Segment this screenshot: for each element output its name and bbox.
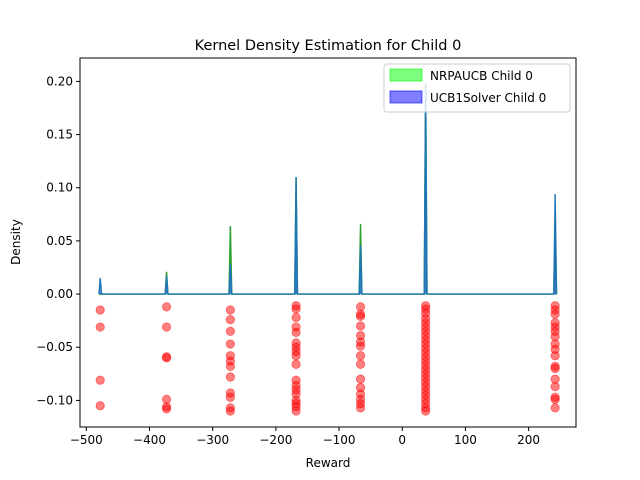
plot-area xyxy=(79,57,577,428)
y-tick-label: 0.15 xyxy=(46,128,73,142)
y-tick-label: 0.05 xyxy=(46,234,73,248)
scatter-point-25 xyxy=(291,312,301,323)
axes-frame xyxy=(79,57,577,428)
x-tick-label: −400 xyxy=(133,433,166,447)
density-line-1 xyxy=(98,83,558,295)
x-tick-label: 100 xyxy=(454,433,477,447)
scatter-point-97 xyxy=(550,394,560,404)
scatter-point-93 xyxy=(550,363,560,374)
scatter-points-layer xyxy=(95,301,560,416)
scatter-point-24 xyxy=(291,304,301,314)
y-axis-label: Density xyxy=(9,219,23,265)
scatter-point-2 xyxy=(95,375,105,385)
x-tick-label: 0 xyxy=(398,433,406,447)
legend-swatch-ucb1solver xyxy=(389,90,423,104)
y-axis-ticks: −0.10 −0.05 0.00 0.05 0.10 0.15 0.20 xyxy=(36,74,80,407)
scatter-point-17 xyxy=(225,361,235,371)
scatter-point-81 xyxy=(421,406,431,416)
scatter-point-50 xyxy=(355,374,366,384)
scatter-point-13 xyxy=(225,326,235,336)
scatter-point-47 xyxy=(355,341,366,351)
y-tick-label: −0.10 xyxy=(36,393,73,407)
legend-swatch-nrpaucb xyxy=(389,68,423,82)
y-tick-label: 0.10 xyxy=(46,181,73,195)
scatter-point-40 xyxy=(291,406,301,416)
scatter-point-0 xyxy=(95,305,105,315)
legend-frame xyxy=(383,63,571,113)
density-series-layer xyxy=(98,83,558,295)
scatter-point-1 xyxy=(95,322,105,332)
scatter-point-5 xyxy=(161,322,172,332)
x-axis-ticks: −500 −400 −300 −200 −100 0 100 200 xyxy=(70,427,540,447)
scatter-point-18 xyxy=(225,372,235,382)
x-axis-label: Reward xyxy=(306,456,351,470)
scatter-point-55 xyxy=(355,403,366,413)
scatter-point-49 xyxy=(355,359,366,369)
scatter-point-32 xyxy=(291,359,301,369)
scatter-point-98 xyxy=(550,403,560,413)
legend-label-nrpaucb: NRPAUCB Child 0 xyxy=(430,69,533,83)
scatter-point-84 xyxy=(550,309,560,319)
x-tick-label: −100 xyxy=(323,433,356,447)
scatter-point-27 xyxy=(291,327,301,337)
y-tick-label: 0.20 xyxy=(46,74,73,88)
chart-title: Kernel Density Estimation for Child 0 xyxy=(195,38,462,54)
scatter-point-12 xyxy=(225,314,235,325)
x-tick-label: −500 xyxy=(70,433,103,447)
density-series-1 xyxy=(98,83,558,295)
scatter-point-10 xyxy=(161,404,172,414)
x-tick-label: −300 xyxy=(196,433,229,447)
scatter-point-4 xyxy=(161,302,172,312)
scatter-point-91 xyxy=(550,351,560,361)
scatter-point-11 xyxy=(225,305,235,315)
x-tick-label: −200 xyxy=(259,433,292,447)
y-tick-label: −0.05 xyxy=(36,340,73,354)
scatter-point-22 xyxy=(225,406,235,416)
scatter-point-3 xyxy=(95,401,105,411)
axes-background xyxy=(80,58,576,427)
scatter-point-95 xyxy=(550,381,560,392)
legend-label-ucb1solver: UCB1Solver Child 0 xyxy=(430,91,546,105)
scatter-point-20 xyxy=(225,392,235,402)
scatter-point-48 xyxy=(355,351,366,361)
x-tick-label: 200 xyxy=(517,433,540,447)
scatter-point-44 xyxy=(355,321,366,331)
y-tick-label: 0.00 xyxy=(46,287,73,301)
scatter-point-31 xyxy=(291,351,301,361)
scatter-point-14 xyxy=(225,339,235,349)
scatter-point-43 xyxy=(355,311,366,322)
scatter-point-7 xyxy=(161,353,172,363)
legend: NRPAUCB Child 0 UCB1Solver Child 0 xyxy=(383,63,571,113)
